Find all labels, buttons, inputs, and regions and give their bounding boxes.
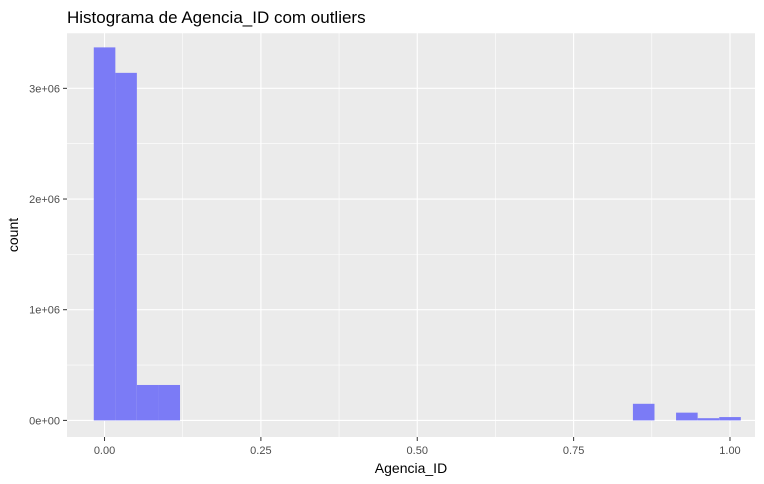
- histogram-bar: [676, 412, 698, 421]
- chart-title: Histograma de Agencia_ID com outliers: [67, 8, 366, 27]
- x-axis-title: Agencia_ID: [375, 460, 447, 476]
- x-tick-label: 0.75: [563, 445, 584, 457]
- histogram-bar: [115, 72, 137, 421]
- y-axis-title: count: [5, 218, 21, 252]
- y-tick-label: 0e+00: [29, 415, 60, 427]
- histogram-bar: [632, 403, 655, 421]
- y-tick-label: 2e+06: [29, 194, 60, 206]
- grid-minor: [67, 32, 755, 437]
- y-axis: 0e+00 1e+06 2e+06 3e+06: [29, 83, 67, 427]
- y-tick-label: 3e+06: [29, 83, 60, 95]
- histogram-bar: [719, 417, 741, 421]
- plot-panel: [67, 33, 755, 437]
- histogram-bar: [158, 384, 181, 421]
- bars: [93, 47, 741, 421]
- x-tick-label: 0.00: [94, 445, 115, 457]
- x-tick-label: 0.50: [407, 445, 428, 457]
- x-axis: 0.00 0.25 0.50 0.75 1.00: [94, 437, 741, 457]
- histogram-bar: [697, 418, 720, 421]
- y-tick-label: 1e+06: [29, 305, 60, 317]
- histogram-bar: [136, 384, 159, 421]
- x-tick-label: 1.00: [719, 445, 740, 457]
- histogram-bar: [93, 47, 116, 421]
- x-tick-label: 0.25: [250, 445, 271, 457]
